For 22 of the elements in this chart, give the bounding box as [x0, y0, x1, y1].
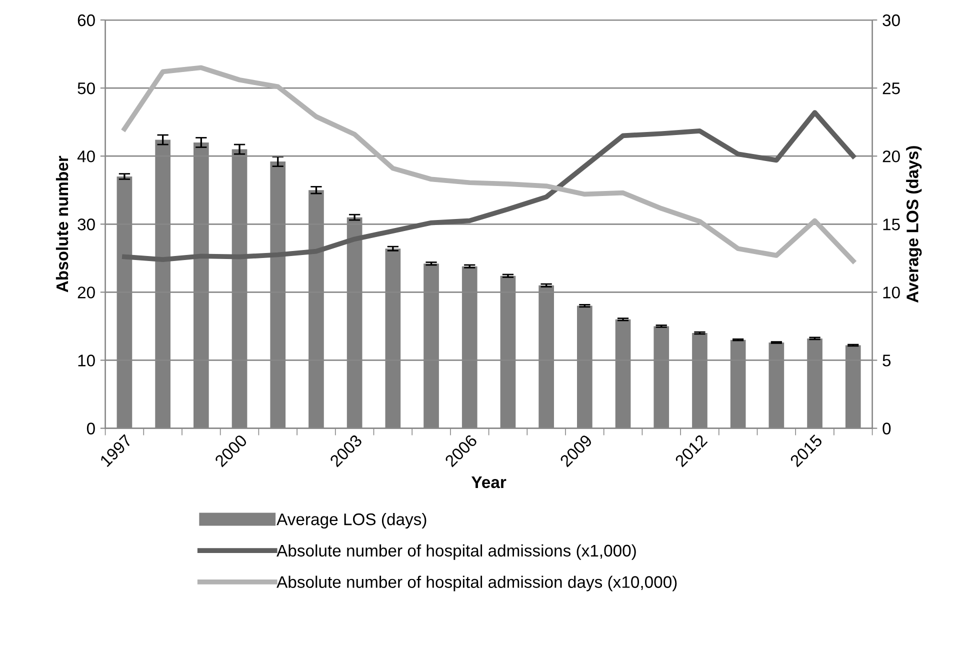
- y2-tick-label: 20: [882, 150, 900, 162]
- y-tick-label: 50: [78, 82, 95, 94]
- legend-label: Average LOS (days): [276, 512, 426, 529]
- y-tick-label: 20: [78, 286, 95, 298]
- y2-tick-label: 5: [882, 354, 891, 366]
- y2-axis-title: Average LOS (days): [906, 146, 922, 303]
- y2-tick-label: 30: [882, 14, 900, 26]
- y-tick-label: 30: [78, 218, 95, 230]
- legend-label: Absolute number of hospital admission days (x10,000): [276, 576, 677, 592]
- line-series: [122, 65, 856, 264]
- x-axis-title: Year: [471, 476, 506, 488]
- y-tick-label: 0: [86, 422, 95, 434]
- y-tick-label: 40: [77, 150, 95, 162]
- legend-label: Absolute number of hospital admissions (x1,000): [276, 544, 636, 560]
- y2-tick-label: 25: [882, 82, 900, 94]
- y2-tick-label: 10: [883, 286, 900, 298]
- line-series: [122, 110, 856, 262]
- y-axis-title: Absolute number: [56, 156, 68, 292]
- y2-tick-label: 0: [882, 422, 891, 434]
- y-tick-label: 10: [78, 354, 95, 366]
- y2-tick-label: 15: [883, 218, 900, 230]
- y-tick-label: 60: [78, 14, 95, 26]
